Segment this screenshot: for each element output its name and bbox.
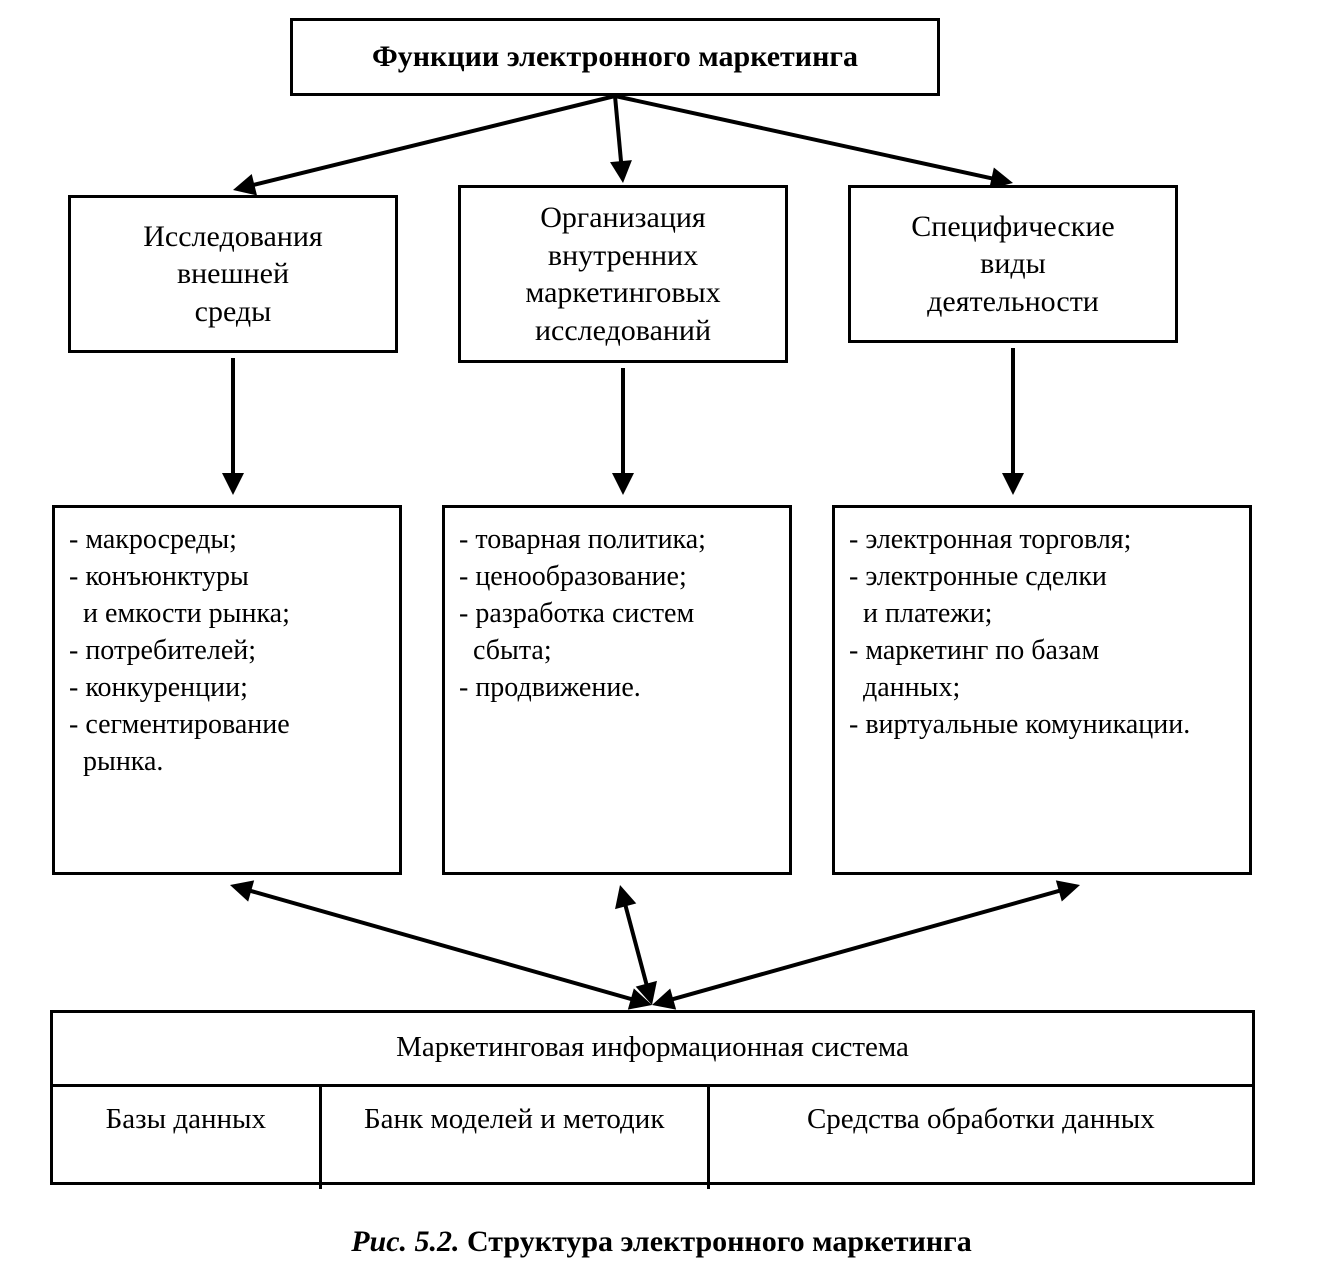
list-item: - виртуальные комуникации.	[849, 707, 1237, 742]
list-item: - продвижение.	[459, 670, 777, 705]
mis-cell-processing: Средства обработки данных	[710, 1087, 1252, 1189]
mid-node-external-research: Исследованиявнешнейсреды	[68, 195, 398, 353]
list-item: - конкуренции;	[69, 670, 387, 705]
mid-node-internal-research: Организациявнутреннихмаркетинговыхисслед…	[458, 185, 788, 363]
mid-node-specific-activities: Специфическиевидыдеятельности	[848, 185, 1178, 343]
list-node-external: - макросреды;- конъюнктуры и емкости рын…	[52, 505, 402, 875]
mis-table-row: Базы данных Банк моделей и методик Средс…	[53, 1087, 1252, 1189]
diagram-canvas: Функции электронного маркетинга Исследов…	[0, 0, 1323, 1281]
list-item: - сегментирование	[69, 707, 387, 742]
list-item: - макросреды;	[69, 522, 387, 557]
list-item: данных;	[849, 670, 1237, 705]
list-item: и платежи;	[849, 596, 1237, 631]
list-item: сбыта;	[459, 633, 777, 668]
list-node-internal: - товарная политика;- ценообразование;- …	[442, 505, 792, 875]
mis-cell-label: Базы данных	[106, 1103, 266, 1136]
list-item: - товарная политика;	[459, 522, 777, 557]
list-item: - электронная торговля;	[849, 522, 1237, 557]
mid-node-label: Специфическиевидыдеятельности	[911, 208, 1114, 321]
list-item: - маркетинг по базам	[849, 633, 1237, 668]
top-node-functions: Функции электронного маркетинга	[290, 18, 940, 96]
mis-cell-models: Банк моделей и методик	[322, 1087, 710, 1189]
list-node-specific: - электронная торговля;- электронные сде…	[832, 505, 1252, 875]
mis-cell-label: Средства обработки данных	[807, 1103, 1155, 1136]
mid-node-label: Организациявнутреннихмаркетинговыхисслед…	[525, 199, 720, 349]
list-item: - ценообразование;	[459, 559, 777, 594]
top-node-label: Функции электронного маркетинга	[372, 38, 858, 76]
mis-table-title: Маркетинговая информационная система	[53, 1013, 1252, 1087]
mis-cell-db: Базы данных	[53, 1087, 322, 1189]
list-item: - разработка систем	[459, 596, 777, 631]
list-item: рынка.	[69, 744, 387, 779]
caption-prefix: Рис. 5.2.	[351, 1225, 459, 1258]
list-items: - электронная торговля;- электронные сде…	[849, 522, 1237, 742]
list-item: - электронные сделки	[849, 559, 1237, 594]
mis-table: Маркетинговая информационная система Баз…	[50, 1010, 1255, 1185]
list-item: и емкости рынка;	[69, 596, 387, 631]
list-items: - товарная политика;- ценообразование;- …	[459, 522, 777, 705]
mid-node-label: Исследованиявнешнейсреды	[143, 218, 322, 331]
mis-cell-label: Банк моделей и методик	[364, 1103, 664, 1136]
caption-text: Структура электронного маркетинга	[460, 1225, 972, 1258]
list-item: - конъюнктуры	[69, 559, 387, 594]
list-item: - потребителей;	[69, 633, 387, 668]
figure-caption: Рис. 5.2. Структура электронного маркети…	[0, 1225, 1323, 1259]
list-items: - макросреды;- конъюнктуры и емкости рын…	[69, 522, 387, 779]
